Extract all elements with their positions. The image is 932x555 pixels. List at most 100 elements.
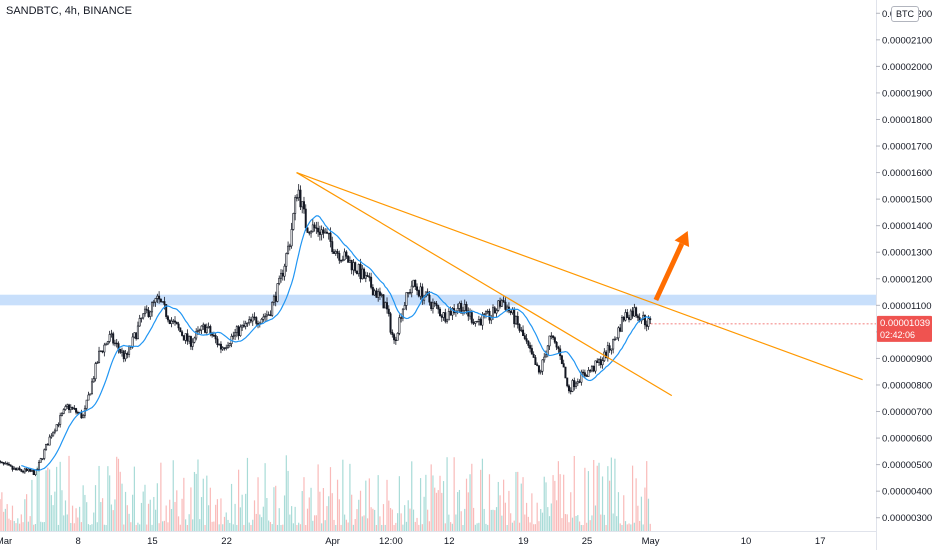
candle-body xyxy=(513,309,516,325)
volume-bar xyxy=(487,524,489,531)
volume-bar xyxy=(351,494,353,531)
candle-body xyxy=(16,467,19,471)
candle-body xyxy=(394,339,397,341)
volume-bar xyxy=(568,522,570,531)
volume-bar xyxy=(377,475,379,531)
candle-body xyxy=(633,307,636,317)
candle-body xyxy=(493,307,496,314)
volume-bar xyxy=(607,466,609,531)
candle-body xyxy=(357,264,360,274)
price-axis-label: 0.00001200 xyxy=(882,274,932,285)
symbol-name: SANDBTC xyxy=(6,5,59,17)
candle-body xyxy=(249,319,252,322)
candle-body xyxy=(60,413,63,416)
volume-bar xyxy=(31,479,33,531)
candle-body xyxy=(151,302,154,313)
exchange-label: BINANCE xyxy=(83,5,132,17)
candle-body xyxy=(4,463,7,465)
candle-body xyxy=(534,357,537,365)
volume-bar xyxy=(174,501,176,531)
volume-bar xyxy=(556,500,558,531)
volume-bar xyxy=(36,466,38,531)
candle-body xyxy=(368,276,371,278)
candle-body xyxy=(525,338,528,342)
candle-body xyxy=(484,311,487,315)
volume-bar xyxy=(268,520,270,531)
volume-bar xyxy=(483,508,485,531)
volume-bar xyxy=(589,520,591,531)
volume-bar xyxy=(153,496,155,531)
interval-label: 4h xyxy=(64,5,77,17)
volume-bar xyxy=(432,475,434,531)
candle-body xyxy=(587,369,590,377)
candle-body xyxy=(596,360,599,363)
volume-bar xyxy=(538,521,540,531)
candle-body xyxy=(375,290,378,298)
volume-bar xyxy=(499,495,501,531)
candle-body xyxy=(444,312,447,322)
volume-bar xyxy=(156,483,158,531)
volume-bar xyxy=(370,507,372,531)
candle-body xyxy=(386,302,389,310)
candle-body xyxy=(112,333,115,344)
volume-bar xyxy=(112,510,114,531)
volume-bar xyxy=(395,522,397,531)
candle-body xyxy=(90,381,93,395)
candle-body xyxy=(327,232,330,235)
currency-badge[interactable]: BTC xyxy=(891,6,919,22)
volume-bar xyxy=(243,524,245,531)
volume-layer xyxy=(0,455,651,531)
candle-body xyxy=(276,283,279,302)
volume-bar xyxy=(117,458,120,531)
candle-body xyxy=(341,259,344,261)
candle-body xyxy=(46,444,49,446)
candle-body xyxy=(48,436,51,446)
volume-bar xyxy=(612,513,614,531)
volume-bar xyxy=(275,485,277,531)
candle-body xyxy=(283,265,286,277)
candle-body xyxy=(334,251,337,254)
candle-body xyxy=(149,311,152,317)
candle-body xyxy=(288,245,291,248)
price-axis-label: 0.00000500 xyxy=(882,460,932,471)
candle-body xyxy=(280,272,283,279)
volume-bar xyxy=(128,513,130,531)
volume-bar xyxy=(317,464,319,531)
price-axis-label: 0.00000400 xyxy=(882,487,932,498)
candle-body xyxy=(619,327,622,332)
candle-body xyxy=(522,329,525,336)
candle-body xyxy=(39,458,42,463)
volume-bar xyxy=(223,516,226,531)
candle-body xyxy=(458,302,461,309)
volume-bar xyxy=(386,479,388,531)
candle-body xyxy=(400,317,403,319)
candle-body xyxy=(145,308,148,311)
candle-body xyxy=(211,333,214,336)
volume-bar xyxy=(326,506,328,531)
candle-body xyxy=(580,371,583,383)
time-axis-label: 25 xyxy=(582,536,593,547)
time-axis-label: Apr xyxy=(325,536,340,547)
candle-body xyxy=(255,317,258,324)
volume-bar xyxy=(520,483,522,531)
volume-bar xyxy=(179,524,181,531)
candle-body xyxy=(509,310,512,314)
candle-body xyxy=(550,335,553,337)
volume-bar xyxy=(563,474,565,531)
volume-bar xyxy=(527,516,529,531)
candle-body xyxy=(189,336,192,347)
trendline-2 xyxy=(296,172,673,397)
candle-body xyxy=(202,324,205,327)
candle-body xyxy=(260,319,263,324)
volume-bar xyxy=(6,504,8,531)
volume-bar xyxy=(234,503,236,531)
volume-bar xyxy=(4,508,7,531)
candle-body xyxy=(285,253,288,267)
volume-bar xyxy=(209,487,211,531)
candle-body xyxy=(391,331,394,335)
candle-body xyxy=(262,316,265,320)
volume-bar xyxy=(278,508,280,531)
volume-bar xyxy=(340,524,342,531)
